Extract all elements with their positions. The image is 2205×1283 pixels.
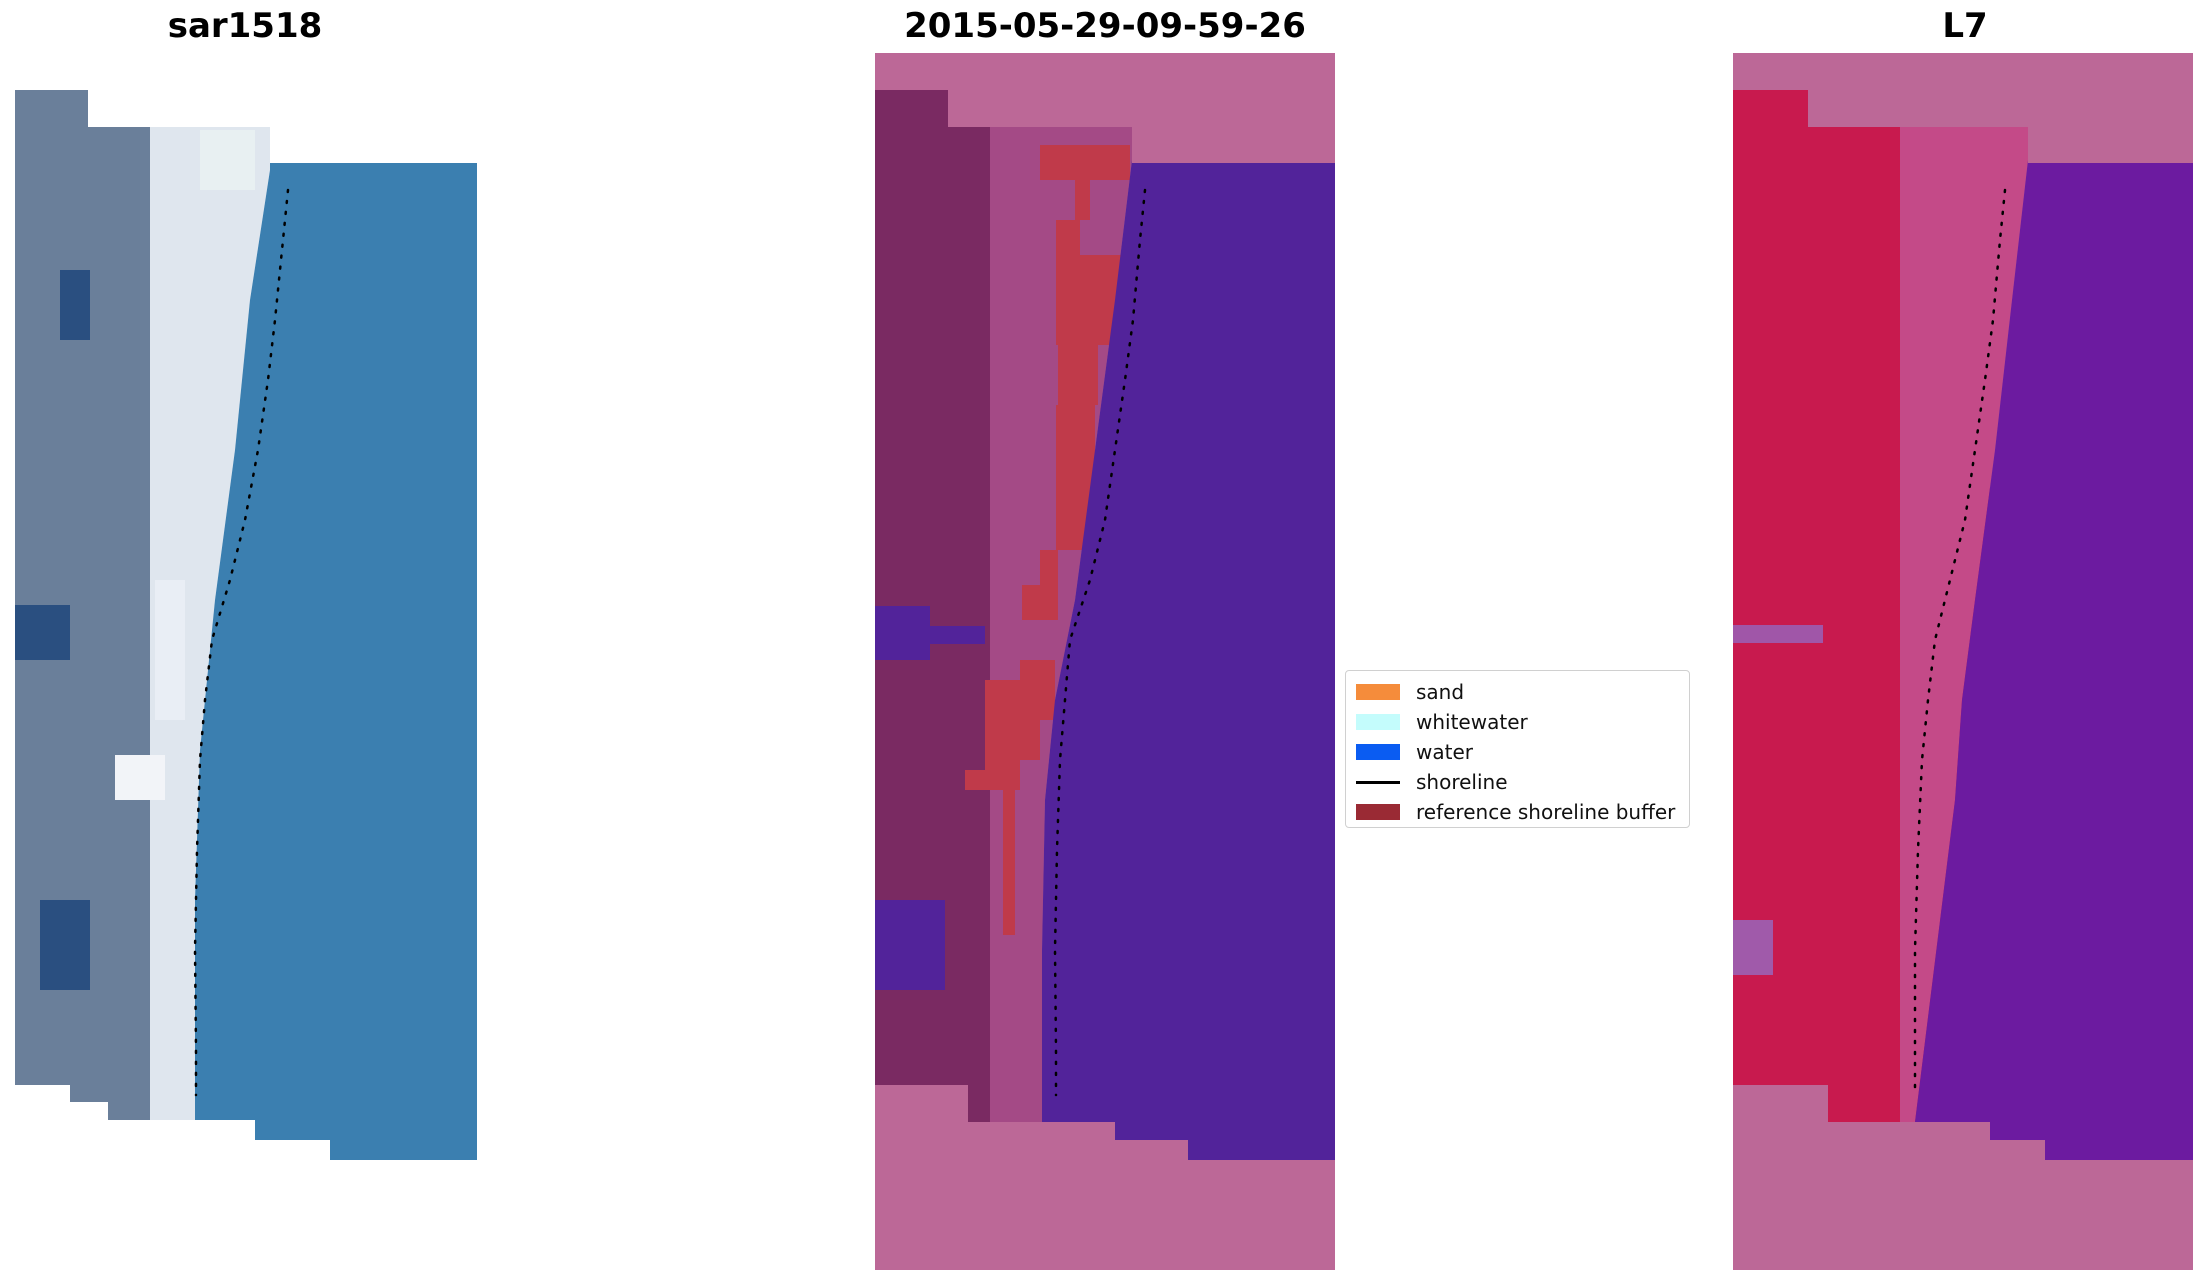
rgb-land-region xyxy=(15,90,165,1120)
classified-inland-water xyxy=(875,900,945,990)
panel-title-index: L7 xyxy=(1942,6,1988,46)
legend-item-water: water xyxy=(1356,737,1679,767)
rgb-dark-patch xyxy=(15,605,70,660)
legend-label: whitewater xyxy=(1416,710,1528,734)
legend-item-sand: sand xyxy=(1356,677,1679,707)
index-water-region xyxy=(1915,160,2193,1160)
shoreline-swatch xyxy=(1356,780,1400,784)
index-inland-patch xyxy=(1733,625,1823,643)
classified-panel xyxy=(875,53,1335,1270)
rgb-bright-patch xyxy=(200,130,255,190)
legend-item-shoreline: shoreline xyxy=(1356,767,1679,797)
panel-title-rgb: sar1518 xyxy=(167,6,323,46)
legend: sand whitewater water shoreline referenc… xyxy=(1345,670,1690,828)
rgb-image-panel xyxy=(15,90,477,1160)
classified-water-region xyxy=(1042,160,1335,1160)
rgb-dark-patch xyxy=(60,270,90,340)
water-swatch xyxy=(1356,744,1400,760)
buffer-swatch xyxy=(1356,804,1400,820)
rgb-dark-patch xyxy=(40,900,90,990)
legend-label: sand xyxy=(1416,680,1465,704)
shoreline-index xyxy=(1913,188,2007,1097)
legend-label: water xyxy=(1416,740,1473,764)
index-panel xyxy=(1733,53,2193,1270)
rgb-water-region xyxy=(195,163,477,1160)
legend-item-reference-shoreline-buffer: reference shoreline buffer xyxy=(1356,797,1679,827)
index-beach-region xyxy=(1900,127,2028,1122)
reference-shoreline-buffer xyxy=(965,145,1130,935)
classified-inland-water xyxy=(875,606,930,660)
whitewater-swatch xyxy=(1356,714,1400,730)
sand-swatch xyxy=(1356,684,1400,700)
legend-label: reference shoreline buffer xyxy=(1416,800,1676,824)
rgb-beach-region xyxy=(150,127,270,1120)
panel-title-classified: 2015-05-29-09-59-26 xyxy=(904,6,1306,46)
legend-label: shoreline xyxy=(1416,770,1508,794)
classified-inland-water xyxy=(930,626,985,644)
rgb-bright-patch xyxy=(115,755,165,800)
rgb-bright-patch xyxy=(155,580,185,720)
legend-item-whitewater: whitewater xyxy=(1356,707,1679,737)
index-inland-patch xyxy=(1733,920,1773,975)
